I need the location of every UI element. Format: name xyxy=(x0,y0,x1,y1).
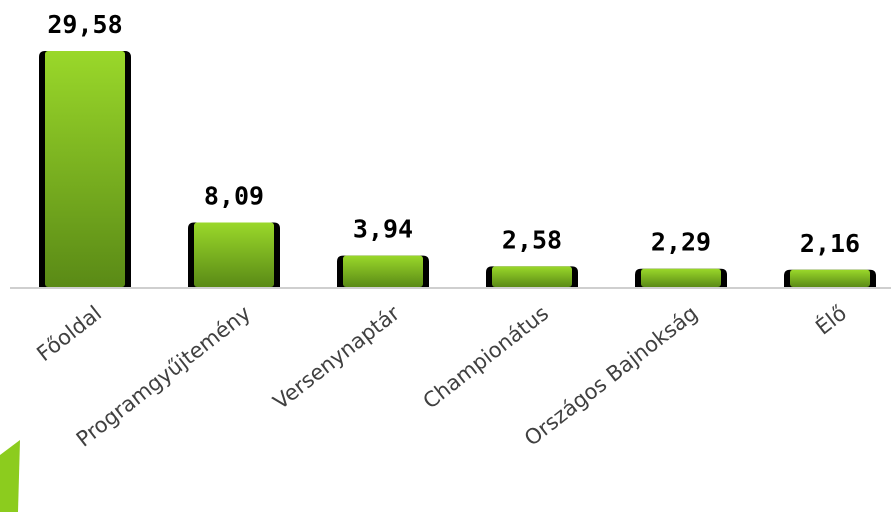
value-label: 2,29 xyxy=(651,228,711,257)
value-label: 8,09 xyxy=(204,181,264,210)
bar xyxy=(343,255,423,287)
bar xyxy=(45,51,125,287)
value-label: 29,58 xyxy=(47,10,122,39)
x-tick-label: Championátus xyxy=(419,301,554,413)
x-tick-label: Élő xyxy=(811,300,852,339)
bar xyxy=(790,269,870,287)
decoration xyxy=(0,440,20,512)
x-tick-label: Versenynaptár xyxy=(269,301,405,414)
value-label: 2,16 xyxy=(800,229,860,258)
bar xyxy=(492,266,572,287)
value-label: 2,58 xyxy=(502,225,562,254)
bar xyxy=(641,268,721,287)
bar xyxy=(194,222,274,287)
value-label: 3,94 xyxy=(353,215,413,244)
x-tick-label: Főoldal xyxy=(32,301,106,366)
